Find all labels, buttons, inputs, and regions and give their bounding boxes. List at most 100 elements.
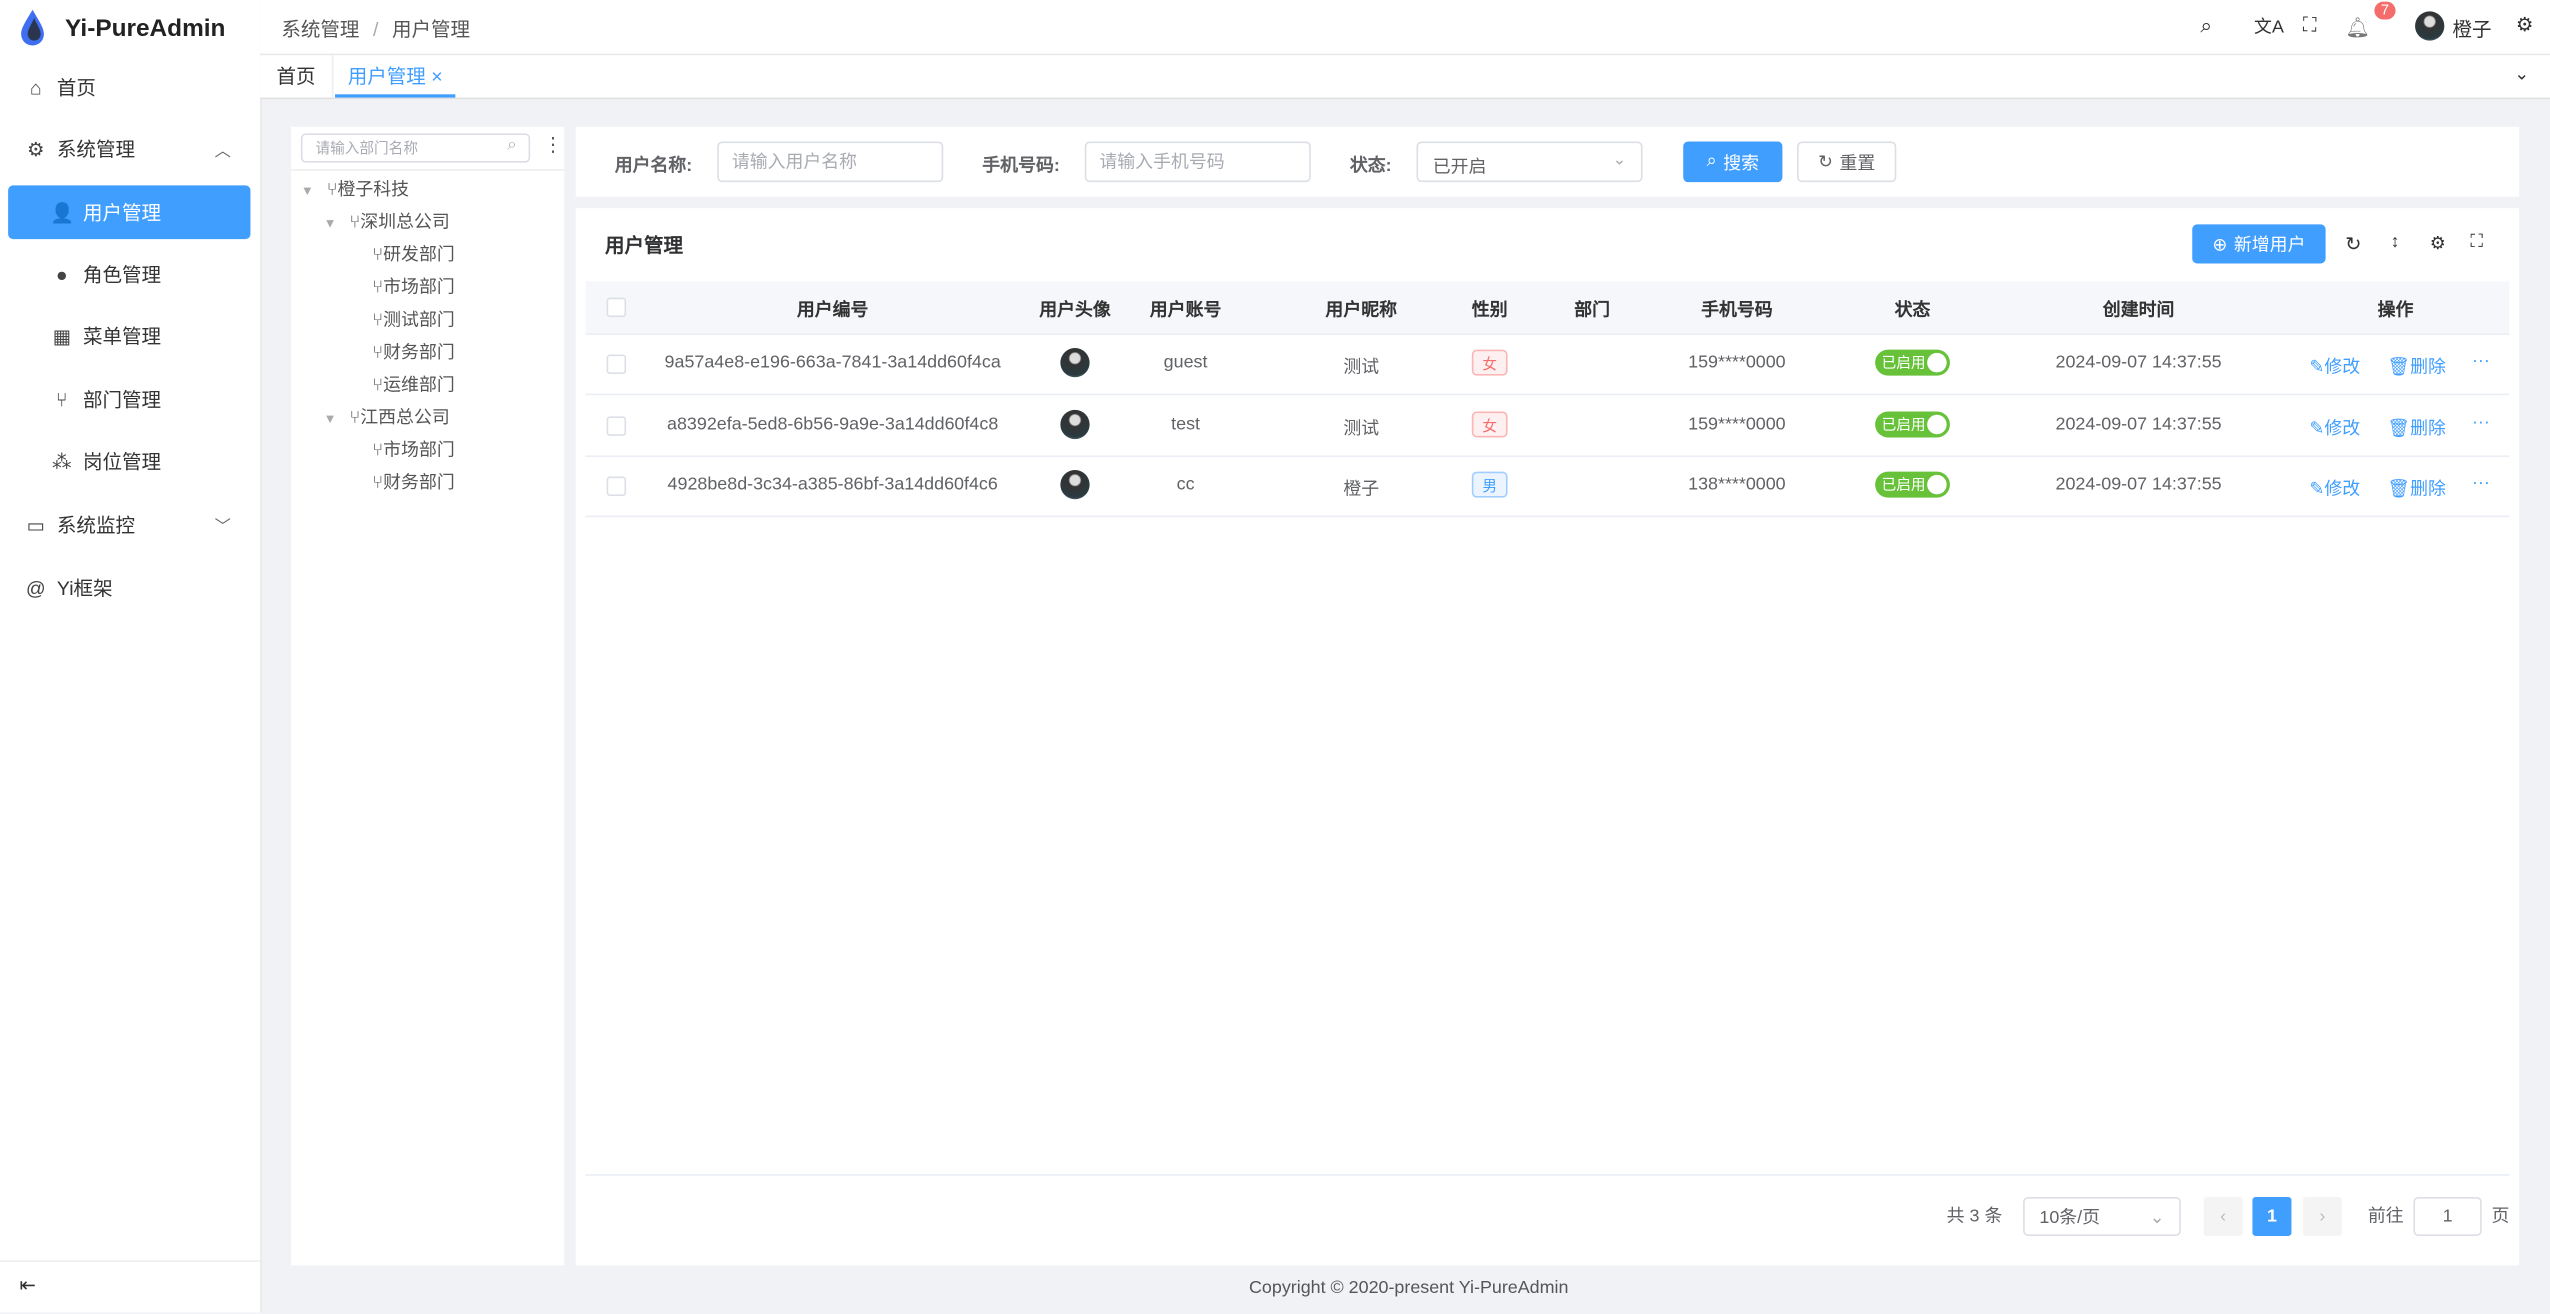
column-header: 用户编号 — [796, 300, 869, 321]
user-phone: 138****0000 — [1688, 474, 1786, 495]
sidebar-item-system[interactable]: ⚙ 系统管理 ︿ — [8, 122, 250, 176]
branch-icon: ⑂ — [372, 245, 384, 266]
search-button[interactable]: ⌕ 搜索 — [1683, 141, 1783, 183]
more-vertical-icon[interactable]: ⋮ — [543, 133, 563, 157]
caret-down-icon[interactable]: ▼ — [300, 183, 314, 199]
tree-node[interactable]: ▼ ⑂江西总公司 — [324, 403, 450, 429]
tree-node[interactable]: ⑂运维部门 — [346, 371, 454, 397]
goto-page-input[interactable] — [2413, 1196, 2482, 1236]
tree-node[interactable]: ⑂市场部门 — [346, 273, 454, 299]
bell-icon[interactable]: 🔔︎ — [2345, 16, 2370, 40]
status-switch[interactable]: 已启用 — [1875, 410, 1950, 437]
caret-down-icon[interactable]: ▼ — [323, 216, 337, 231]
delete-button[interactable]: 🗑︎删除 — [2387, 357, 2446, 378]
user-nickname: 测试 — [1343, 357, 1380, 378]
app-title: Yi-PureAdmin — [65, 13, 226, 42]
sidebar-item-depts[interactable]: ⑂ 部门管理 — [8, 372, 250, 426]
reset-button[interactable]: ↻ 重置 — [1797, 141, 1897, 183]
column-header: 创建时间 — [2102, 300, 2175, 321]
sidebar-item-posts[interactable]: ⁂ 岗位管理 — [52, 449, 162, 474]
delete-button[interactable]: 🗑︎删除 — [2387, 418, 2446, 439]
username-input[interactable] — [717, 141, 944, 183]
next-page-button[interactable]: › — [2302, 1196, 2342, 1236]
tab-home[interactable]: 首页 — [260, 55, 334, 98]
monitor-icon: ▭ — [26, 513, 46, 536]
branch-icon: ⑂ — [55, 387, 68, 411]
column-settings-icon[interactable]: ⚙ — [2429, 234, 2446, 254]
caret-down-icon[interactable]: ▼ — [323, 411, 337, 427]
sidebar: Yi-PureAdmin ⌂ 首页 ⚙ 系统管理 ︿ 👤 用户管理 ● 角色管理 ▦ 菜单管… — [0, 0, 262, 1314]
delete-button[interactable]: 🗑︎删除 — [2387, 479, 2446, 500]
tree-node[interactable]: ▼ ⑂深圳总公司 — [324, 208, 450, 234]
tab-users[interactable]: 用户管理 × — [335, 55, 456, 98]
breadcrumb-item[interactable]: 系统管理 — [281, 17, 360, 41]
created-time: 2024-09-07 14:37:55 — [2055, 352, 2222, 373]
dept-tree-panel: ⌕ ⋮ ▼⑂橙子科技▼⑂深圳总公司⑂研发部门⑂市场部门⑂测试部门⑂财务部门⑂运维… — [291, 126, 565, 1266]
column-header: 用户头像 — [1039, 300, 1111, 321]
branch-icon: ⑂ — [372, 343, 384, 363]
select-all-checkbox[interactable] — [606, 297, 627, 318]
username[interactable]: 橙子 — [2452, 17, 2492, 41]
divider — [585, 1174, 2510, 1176]
close-icon[interactable]: × — [431, 65, 443, 88]
plus-circle-icon: ⊕ — [2212, 235, 2228, 255]
created-time: 2024-09-07 14:37:55 — [2055, 474, 2222, 495]
edit-button[interactable]: ✎修改 — [2309, 418, 2361, 439]
trash-icon: 🗑︎ — [2387, 357, 2411, 378]
user-id: a8392efa-5ed8-6b56-9a9e-3a14dd60f4c8 — [667, 413, 999, 434]
translate-icon[interactable]: 文A — [2254, 17, 2284, 38]
sidebar-item-roles[interactable]: ● 角色管理 — [8, 247, 250, 301]
row-checkbox[interactable] — [606, 476, 627, 497]
status-switch[interactable]: 已启用 — [1875, 471, 1950, 498]
table-header — [585, 281, 2510, 336]
fullscreen-icon[interactable]: ⛶ — [2470, 232, 2483, 253]
density-icon[interactable]: ↕ — [2390, 232, 2400, 253]
trash-icon: 🗑︎ — [2387, 479, 2411, 500]
tree-node[interactable]: ▼ ⑂橙子科技 — [301, 176, 409, 202]
tree-node[interactable]: ⑂测试部门 — [346, 306, 454, 332]
column-header: 状态 — [1894, 300, 1931, 321]
sidebar-item-menus[interactable]: ▦ 菜单管理 — [8, 309, 250, 363]
row-checkbox[interactable] — [606, 354, 627, 375]
collapse-sidebar-icon[interactable]: ⇤ — [19, 1273, 36, 1297]
search-icon[interactable]: ⌕ — [2200, 13, 2213, 38]
user-nickname: 橙子 — [1343, 479, 1380, 500]
edit-button[interactable]: ✎修改 — [2309, 479, 2361, 500]
dept-search-input[interactable] — [300, 133, 531, 163]
sidebar-item-yi[interactable]: @ Yi框架 — [25, 576, 113, 601]
trash-icon: 🗑︎ — [2387, 418, 2411, 439]
page-1-button[interactable]: 1 — [2252, 1196, 2292, 1236]
tree-node[interactable]: ⑂研发部门 — [346, 241, 454, 267]
refresh-icon[interactable]: ↻ — [2345, 232, 2362, 256]
logo[interactable]: Yi-PureAdmin — [16, 8, 225, 47]
tree-node[interactable]: ⑂财务部门 — [346, 468, 454, 494]
tree-node-label: 财务部门 — [383, 473, 455, 493]
prev-page-button[interactable]: ‹ — [2203, 1196, 2243, 1236]
more-horizontal-icon[interactable]: ··· — [2471, 412, 2490, 432]
add-user-button[interactable]: ⊕ 新增用户 — [2192, 224, 2326, 264]
edit-icon: ✎ — [2309, 418, 2325, 439]
edit-button[interactable]: ✎修改 — [2309, 357, 2361, 378]
avatar[interactable] — [2415, 11, 2445, 41]
fullscreen-icon[interactable]: ⛶ — [2302, 13, 2317, 36]
status-select[interactable]: 已开启 ⌄ — [1416, 141, 1643, 183]
page-size-select[interactable]: 10条/页 ⌄ — [2023, 1196, 2181, 1236]
status-label: 状态: — [1349, 156, 1392, 176]
tabs-dropdown-chevron-icon[interactable]: ⌄ — [2514, 65, 2530, 85]
row-checkbox[interactable] — [606, 415, 627, 436]
tree-node-label: 财务部门 — [383, 343, 455, 363]
sidebar-footer: ⇤ — [0, 1260, 261, 1314]
tree-node-label: 市场部门 — [383, 440, 455, 461]
tree-node[interactable]: ⑂市场部门 — [346, 436, 454, 462]
tree-node[interactable]: ⑂财务部门 — [346, 338, 454, 364]
phone-input[interactable] — [1084, 141, 1311, 183]
sidebar-item-users[interactable]: 👤 用户管理 — [8, 185, 251, 240]
status-switch[interactable]: 已启用 — [1875, 349, 1950, 376]
column-header: 操作 — [2377, 300, 2414, 321]
more-horizontal-icon[interactable]: ··· — [2471, 473, 2490, 493]
gender-tag: 女 — [1471, 349, 1508, 376]
sidebar-item-monitor[interactable]: ▭ 系统监控 ﹀ — [8, 498, 250, 552]
sidebar-item-home[interactable]: ⌂ 首页 — [8, 60, 250, 114]
more-horizontal-icon[interactable]: ··· — [2471, 351, 2490, 371]
settings-gear-icon[interactable]: ⚙ — [2515, 13, 2534, 36]
